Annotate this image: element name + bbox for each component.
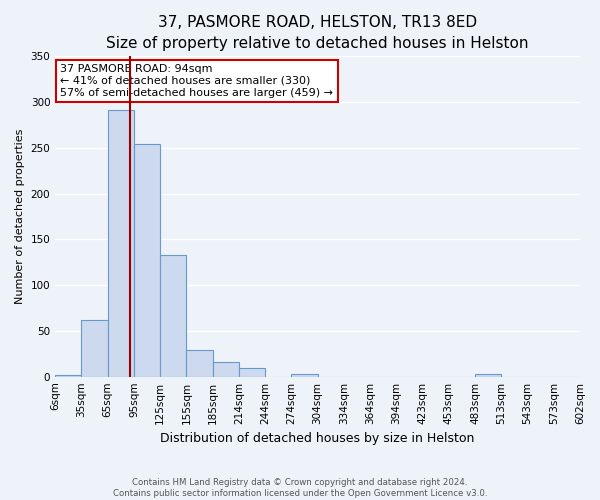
- Bar: [134, 144, 160, 376]
- Bar: [55, 375, 82, 376]
- Bar: [212, 362, 239, 376]
- Y-axis label: Number of detached properties: Number of detached properties: [15, 129, 25, 304]
- X-axis label: Distribution of detached houses by size in Helston: Distribution of detached houses by size …: [160, 432, 475, 445]
- Bar: [475, 374, 501, 376]
- Bar: [292, 374, 317, 376]
- Text: Contains HM Land Registry data © Crown copyright and database right 2024.
Contai: Contains HM Land Registry data © Crown c…: [113, 478, 487, 498]
- Bar: [107, 110, 134, 376]
- Text: 37 PASMORE ROAD: 94sqm
← 41% of detached houses are smaller (330)
57% of semi-de: 37 PASMORE ROAD: 94sqm ← 41% of detached…: [61, 64, 334, 98]
- Bar: [239, 368, 265, 376]
- Bar: [82, 320, 107, 376]
- Title: 37, PASMORE ROAD, HELSTON, TR13 8ED
Size of property relative to detached houses: 37, PASMORE ROAD, HELSTON, TR13 8ED Size…: [106, 15, 529, 51]
- Bar: [160, 255, 187, 376]
- Bar: [187, 350, 212, 376]
